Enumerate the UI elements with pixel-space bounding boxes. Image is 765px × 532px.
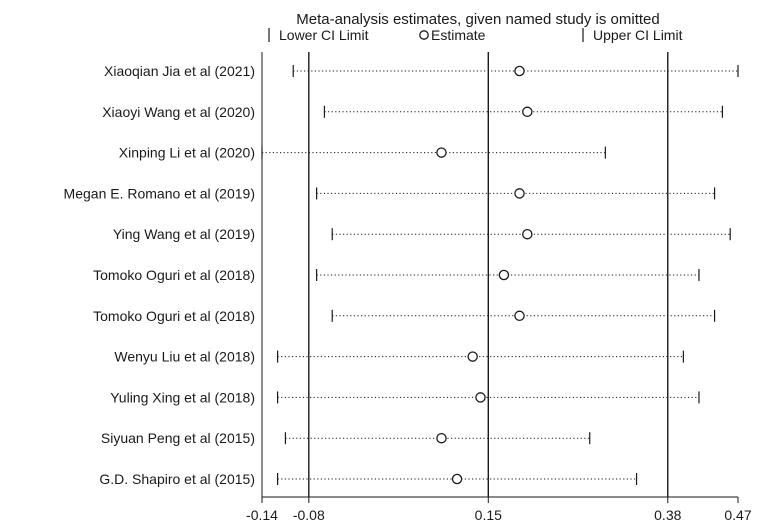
study-label-5: Tomoko Oguri et al (2018) [93, 267, 255, 283]
estimate-marker-0 [514, 65, 525, 77]
estimate-marker-8 [475, 392, 486, 403]
chart-title: Meta-analysis estimates, given named stu… [296, 11, 660, 28]
x-tick-label-1: -0.08 [293, 507, 325, 523]
plot-area: -0.14 -0.08 0.15 0.38 0.47 Xiaoqian Jia et al… [64, 52, 752, 523]
estimate-marker-1 [522, 106, 533, 118]
legend-estimate-label: Estimate [431, 27, 486, 43]
estimate-marker-3 [514, 188, 525, 199]
estimate-marker-2 [436, 147, 447, 158]
study-label-2: Xinping Li et al (2020) [119, 145, 255, 161]
estimate-marker-6 [514, 310, 525, 322]
x-tick-label-2: 0.15 [475, 507, 502, 523]
study-label-9: Siyuan Peng et al (2015) [101, 430, 255, 446]
study-label-10: G.D. Shapiro et al (2015) [99, 471, 255, 487]
study-label-6: Tomoko Oguri et al (2018) [93, 308, 255, 324]
estimate-marker-5 [498, 269, 510, 281]
study-label-7: Wenyu Liu et al (2018) [114, 349, 255, 365]
estimate-marker-10 [451, 473, 463, 485]
study-label-4: Ying Wang et al (2019) [113, 226, 255, 242]
legend-lower-label: Lower CI Limit [279, 27, 369, 43]
legend-upper-label: Upper CI Limit [593, 27, 683, 43]
study-label-0: Xiaoqian Jia et al (2021) [104, 63, 255, 79]
estimate-marker-4 [522, 228, 533, 240]
estimate-marker-9 [436, 432, 447, 444]
x-tick-label-3: 0.38 [654, 507, 681, 523]
estimate-marker-7 [467, 351, 478, 362]
x-tick-label-4: 0.47 [724, 507, 751, 523]
study-label-3: Megan E. Romano et al (2019) [64, 185, 255, 201]
x-tick-label-0: -0.14 [246, 507, 278, 523]
legend-estimate-icon [419, 30, 429, 40]
legend: Lower CI Limit Estimate Upper CI Limit [268, 27, 683, 43]
study-label-1: Xiaoyi Wang et al (2020) [102, 104, 255, 120]
study-label-8: Yuling Xing et al (2018) [110, 389, 255, 405]
